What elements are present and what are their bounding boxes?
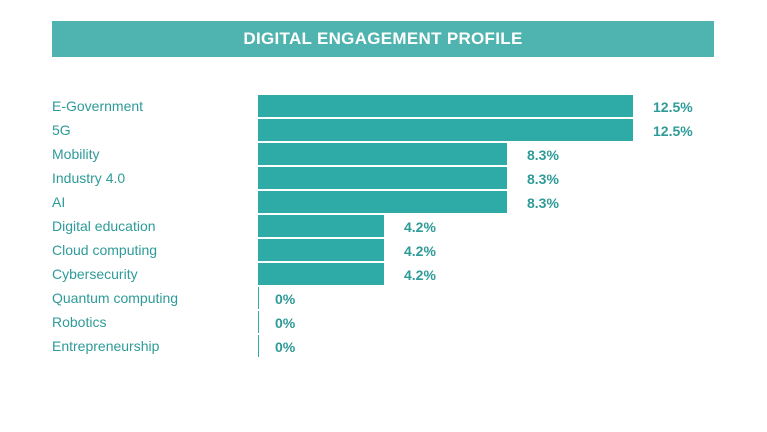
category-label: Robotics	[52, 314, 106, 330]
value-label: 4.2%	[404, 267, 436, 283]
value-label: 0%	[275, 339, 296, 355]
value-label: 0%	[275, 291, 296, 307]
bar	[258, 263, 384, 285]
category-label: Entrepreneurship	[52, 338, 160, 354]
value-label: 8.3%	[527, 171, 559, 187]
category-label: Industry 4.0	[52, 170, 125, 186]
value-label: 8.3%	[527, 195, 559, 211]
category-label: Quantum computing	[52, 290, 178, 306]
value-label: 4.2%	[404, 243, 436, 259]
category-label: Cybersecurity	[52, 266, 138, 282]
bar	[258, 95, 633, 117]
category-label: Cloud computing	[52, 242, 157, 258]
category-label: E-Government	[52, 98, 143, 114]
value-label: 8.3%	[527, 147, 559, 163]
chart-title-banner: DIGITAL ENGAGEMENT PROFILE	[52, 21, 714, 57]
bar	[258, 239, 384, 261]
value-label: 4.2%	[404, 219, 436, 235]
category-label: AI	[52, 194, 65, 210]
category-label: Mobility	[52, 146, 99, 162]
bar	[258, 119, 633, 141]
bar	[258, 167, 507, 189]
value-label: 12.5%	[653, 123, 693, 139]
category-label: Digital education	[52, 218, 156, 234]
bar	[258, 191, 507, 213]
value-label: 0%	[275, 315, 296, 331]
bar	[258, 215, 384, 237]
chart-title: DIGITAL ENGAGEMENT PROFILE	[243, 29, 523, 48]
bar	[258, 143, 507, 165]
category-label: 5G	[52, 122, 71, 138]
value-label: 12.5%	[653, 99, 693, 115]
